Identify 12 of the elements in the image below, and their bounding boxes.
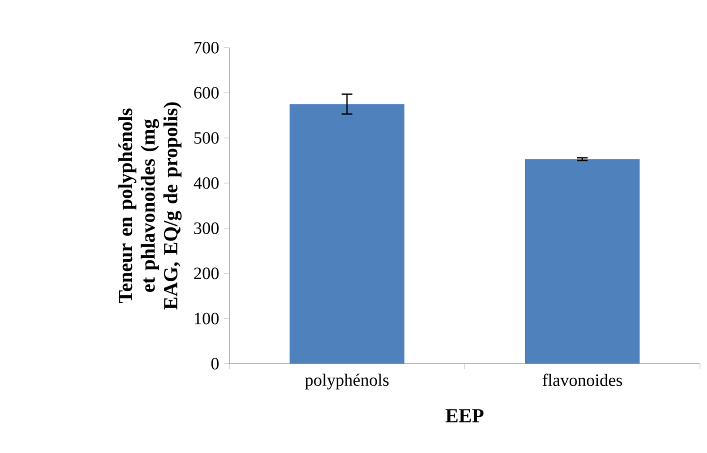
x-axis-title: EEP [446, 409, 484, 422]
y-tick-label: 0 [211, 358, 219, 370]
y-tick-label: 200 [194, 268, 219, 280]
y-tick-label: 600 [194, 86, 219, 99]
y-tick-label: 700 [194, 42, 219, 54]
y-tick-label: 300 [194, 222, 219, 234]
y-axis-title: Teneur en polyphénols et phlavonoides (mg EAG, EQ/g de propolis) [118, 102, 182, 310]
y-tick-label: 100 [194, 312, 219, 324]
x-tick-label: flavonoides [542, 374, 622, 386]
x-tick-label: polyphénols [305, 374, 389, 390]
y-tick-label: 400 [194, 177, 219, 189]
y-tick-label: 500 [194, 132, 219, 144]
